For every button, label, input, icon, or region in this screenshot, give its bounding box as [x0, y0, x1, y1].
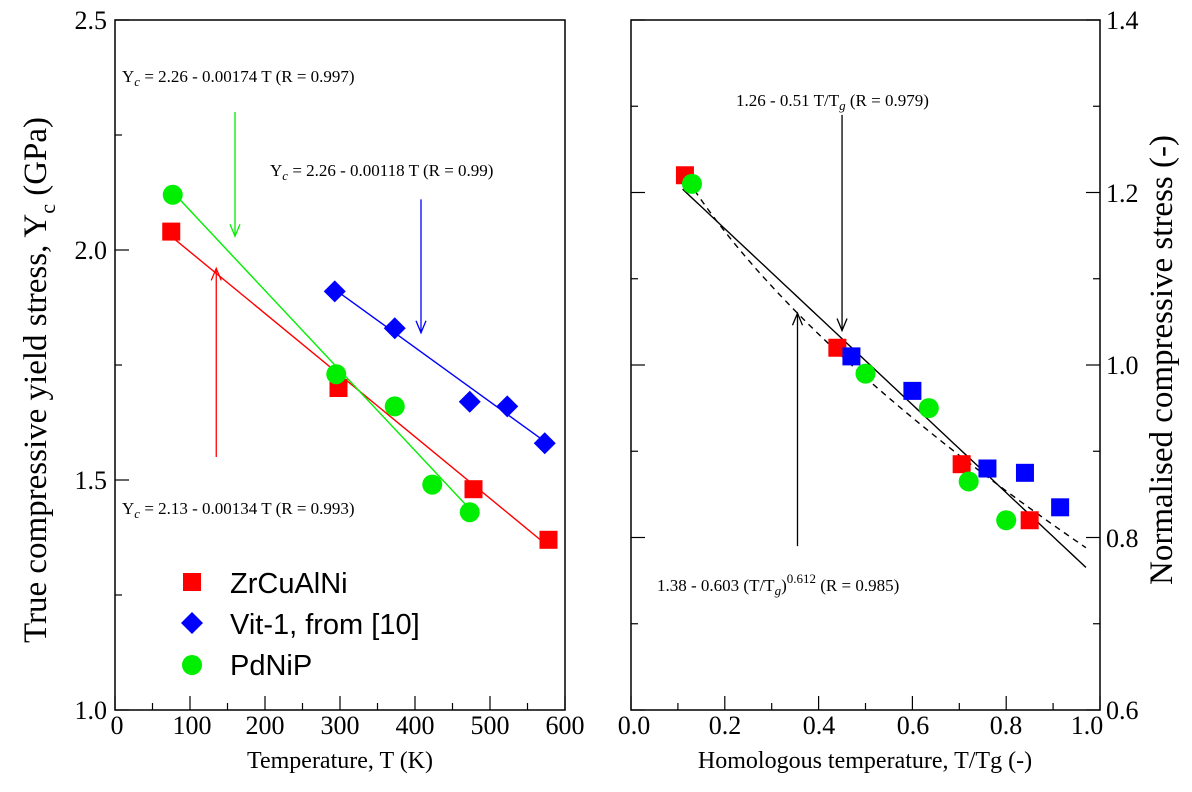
legend-label: Vit-1, from [10] [230, 609, 420, 641]
data-point [855, 363, 876, 384]
left-ticks [114, 19, 566, 711]
legend-marker-circle [182, 655, 202, 675]
data-point [162, 222, 181, 241]
data-point [828, 338, 847, 357]
data-point [1020, 511, 1039, 530]
right-xtick-label: 0.2 [709, 711, 742, 740]
right-xtick-label: 0.0 [618, 711, 651, 740]
data-point [162, 184, 183, 205]
right-ytick-label: 0.8 [1106, 524, 1139, 553]
right-y-axis-title: Normalised compressive stress (-) [1144, 135, 1180, 585]
left-xtick-label: 100 [173, 711, 212, 740]
data-point [958, 471, 979, 492]
fit-curve [682, 188, 1087, 568]
left-xtick-label: 0 [111, 711, 124, 740]
right-xtick-label: 0.6 [897, 711, 930, 740]
right-panel: 0.0 0.2 0.4 0.6 0.8 1.0 0.6 0.8 1.0 1.2 … [618, 6, 1180, 774]
data-point [978, 459, 997, 478]
fit-line [172, 191, 471, 510]
arrow-head [229, 223, 241, 238]
data-point [918, 398, 939, 419]
data-point [1051, 498, 1070, 517]
left-y-axis-title: True compressive yield stress, Yc (GPa) [18, 117, 60, 643]
data-point [842, 347, 861, 366]
data-point [496, 395, 519, 418]
data-point [323, 280, 346, 303]
left-data-points [162, 184, 558, 549]
left-arrows [210, 112, 427, 457]
legend-label: ZrCuAlNi [230, 568, 348, 600]
right-ytick-label: 1.0 [1106, 351, 1139, 380]
data-point [996, 510, 1017, 531]
left-ytick-label: 1.0 [75, 696, 108, 725]
left-ytick-label: 1.5 [75, 466, 108, 495]
right-ytick-label: 0.6 [1106, 696, 1139, 725]
data-point [539, 530, 558, 549]
left-ytick-label: 2.5 [75, 6, 108, 35]
legend-marker-square [183, 573, 201, 591]
arrow-head [836, 318, 848, 333]
data-point [903, 381, 922, 400]
eq-power-fit: 1.38 - 0.603 (T/Tg)0.612 (R = 0.985) [657, 571, 899, 598]
right-arrows [791, 114, 848, 547]
data-point [681, 173, 702, 194]
data-point [464, 480, 483, 499]
eq-zrcualni: Yc = 2.13 - 0.00134 T (R = 0.993) [122, 499, 355, 521]
eq-vit1: Yc = 2.26 - 0.00118 T (R = 0.99) [270, 161, 493, 183]
right-xtick-label: 1.0 [1071, 711, 1104, 740]
right-fit-lines [682, 171, 1087, 568]
left-xtick-label: 400 [396, 711, 435, 740]
right-ticks [630, 19, 1101, 711]
left-x-axis-title: Temperature, T (K) [247, 748, 433, 774]
data-point [1015, 463, 1034, 482]
right-data-points [675, 166, 1070, 531]
data-point [383, 317, 406, 340]
fit-curve [682, 171, 1087, 549]
fit-line [334, 288, 546, 442]
data-point [533, 432, 556, 455]
left-fit-lines [170, 191, 549, 548]
right-ytick-label: 1.4 [1106, 6, 1139, 35]
legend-label: PdNiP [230, 650, 312, 682]
right-xtick-label: 0.4 [803, 711, 836, 740]
data-point [952, 455, 971, 474]
left-xtick-label: 500 [471, 711, 510, 740]
eq-linear-fit: 1.26 - 0.51 T/Tg (R = 0.979) [736, 91, 929, 113]
arrow-head [791, 311, 804, 326]
left-ytick-label: 2.0 [75, 236, 108, 265]
data-point [422, 474, 443, 495]
right-xtick-label: 0.8 [990, 711, 1023, 740]
data-point [384, 396, 405, 417]
left-panel: 0 100 200 300 400 500 600 1.0 1.5 2.0 2.… [18, 6, 585, 774]
arrow-head [210, 266, 222, 281]
left-xtick-label: 600 [546, 711, 585, 740]
data-point [326, 364, 347, 385]
right-x-axis-title: Homologous temperature, T/Tg (-) [698, 748, 1032, 774]
left-xtick-label: 300 [321, 711, 360, 740]
arrow-head [415, 320, 427, 335]
right-ytick-label: 1.2 [1106, 179, 1139, 208]
legend: ZrCuAlNi Vit-1, from [10] PdNiP [181, 568, 420, 682]
data-point [458, 390, 481, 413]
legend-marker-diamond [181, 612, 203, 634]
data-point [459, 502, 480, 523]
left-xtick-label: 200 [246, 711, 285, 740]
eq-pdnip: Yc = 2.26 - 0.00174 T (R = 0.997) [122, 67, 355, 89]
